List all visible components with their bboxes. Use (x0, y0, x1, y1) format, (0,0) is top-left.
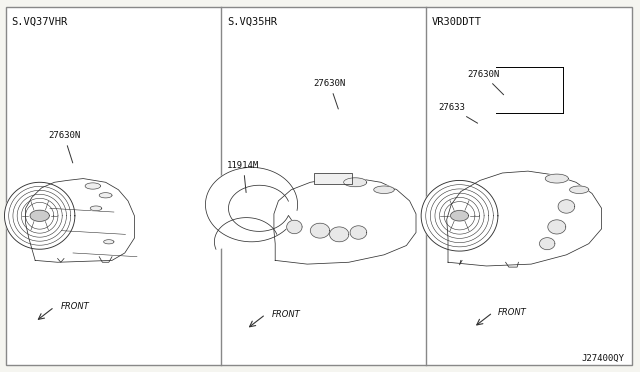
FancyBboxPatch shape (6, 7, 632, 365)
Text: S.VQ35HR: S.VQ35HR (227, 17, 277, 27)
Text: 27630N: 27630N (48, 131, 80, 163)
Polygon shape (85, 183, 100, 189)
Polygon shape (4, 182, 75, 249)
Polygon shape (558, 200, 575, 213)
Polygon shape (421, 180, 498, 251)
Polygon shape (344, 178, 367, 187)
Polygon shape (548, 220, 566, 234)
Polygon shape (30, 210, 49, 221)
Text: 27633: 27633 (438, 103, 477, 123)
Polygon shape (350, 226, 367, 239)
Text: VR30DDTT: VR30DDTT (432, 17, 482, 27)
Polygon shape (90, 206, 102, 211)
Polygon shape (374, 186, 394, 193)
Polygon shape (104, 240, 114, 244)
Polygon shape (447, 171, 602, 266)
Polygon shape (330, 227, 349, 242)
Text: S.VQ37VHR: S.VQ37VHR (12, 17, 68, 27)
Polygon shape (26, 179, 134, 262)
Polygon shape (310, 223, 330, 238)
Polygon shape (287, 220, 302, 234)
Polygon shape (570, 186, 589, 193)
Text: FRONT: FRONT (272, 310, 301, 319)
Polygon shape (274, 179, 416, 264)
Polygon shape (451, 211, 468, 221)
Polygon shape (99, 193, 112, 198)
Polygon shape (205, 167, 298, 242)
Text: 27630N: 27630N (314, 79, 346, 109)
Polygon shape (545, 174, 568, 183)
Text: 11914M: 11914M (227, 161, 259, 193)
Text: FRONT: FRONT (498, 308, 527, 317)
Polygon shape (540, 238, 555, 250)
Polygon shape (214, 218, 277, 249)
Text: FRONT: FRONT (61, 302, 90, 311)
FancyBboxPatch shape (314, 173, 352, 184)
Text: J27400QY: J27400QY (581, 354, 624, 363)
Text: 27630N: 27630N (467, 70, 504, 95)
